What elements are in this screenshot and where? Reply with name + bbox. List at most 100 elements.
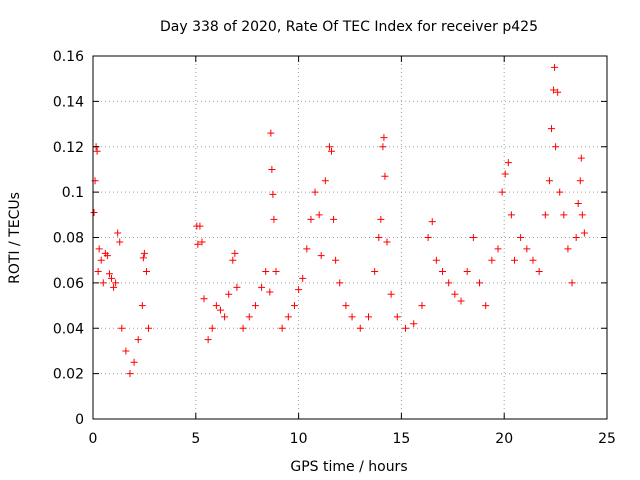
- data-point: [194, 240, 202, 248]
- data-point: [547, 125, 555, 133]
- data-point: [325, 143, 333, 151]
- data-point: [315, 211, 323, 219]
- data-point: [139, 254, 147, 262]
- data-point: [266, 288, 274, 296]
- data-point: [251, 302, 259, 310]
- data-point: [432, 256, 440, 264]
- data-point: [284, 313, 292, 321]
- data-point: [342, 302, 350, 310]
- data-point: [330, 215, 338, 223]
- data-point: [564, 245, 572, 253]
- x-axis-label: GPS time / hours: [290, 459, 407, 475]
- data-point: [387, 290, 395, 298]
- data-point: [231, 249, 239, 257]
- data-point: [568, 279, 576, 287]
- data-point: [379, 143, 387, 151]
- data-point: [377, 215, 385, 223]
- data-point: [138, 302, 146, 310]
- data-point: [577, 154, 585, 162]
- data-point: [221, 313, 229, 321]
- data-point: [307, 215, 315, 223]
- data-point: [327, 147, 335, 155]
- data-point: [482, 302, 490, 310]
- data-point: [198, 238, 206, 246]
- data-point: [90, 209, 98, 217]
- data-point: [97, 256, 105, 264]
- data-point: [258, 283, 266, 291]
- data-point: [278, 324, 286, 332]
- data-point: [523, 245, 531, 253]
- data-point: [494, 245, 502, 253]
- data-point: [229, 256, 237, 264]
- y-tick-label: 0.1: [62, 185, 84, 201]
- data-point: [529, 256, 537, 264]
- data-point: [365, 313, 373, 321]
- data-point: [290, 302, 298, 310]
- data-point: [233, 283, 241, 291]
- data-point: [108, 274, 116, 282]
- data-point: [336, 279, 344, 287]
- data-point: [267, 129, 275, 137]
- x-tick-label: 15: [392, 431, 410, 447]
- data-point: [114, 229, 122, 237]
- data-point: [332, 256, 340, 264]
- data-point: [134, 336, 142, 344]
- data-point: [498, 188, 506, 196]
- data-point: [110, 283, 118, 291]
- data-point: [469, 234, 477, 241]
- data-point: [424, 234, 432, 241]
- data-point: [269, 190, 277, 198]
- x-tick-label: 20: [495, 431, 513, 447]
- data-point: [321, 177, 329, 185]
- data-point: [576, 177, 584, 185]
- data-point: [348, 313, 356, 321]
- data-point: [245, 313, 253, 321]
- data-point: [560, 211, 568, 219]
- data-point: [541, 211, 549, 219]
- data-point: [476, 279, 484, 287]
- data-point: [572, 234, 580, 241]
- data-point: [116, 238, 124, 246]
- x-tick-label: 10: [290, 431, 308, 447]
- data-point: [112, 279, 120, 287]
- data-point: [95, 245, 103, 253]
- data-point: [410, 320, 418, 328]
- tick-labels: 0 5 10 15 20 25 0 0.02 0.04 0.06 0.08 0.1 0.12 0.14 0.…: [53, 49, 616, 447]
- data-point: [145, 324, 153, 332]
- chart-title: Day 338 of 2020, Rate Of TEC Index for r…: [160, 19, 538, 35]
- data-point: [118, 324, 126, 332]
- y-tick-label: 0.06: [53, 276, 84, 292]
- data-point: [507, 211, 515, 219]
- data-point: [510, 256, 518, 264]
- data-point: [299, 274, 307, 282]
- data-point: [383, 238, 391, 246]
- y-tick-label: 0.02: [53, 367, 84, 383]
- data-point: [545, 177, 553, 185]
- x-tick-label: 5: [191, 431, 200, 447]
- grid: [93, 56, 607, 419]
- data-point: [551, 63, 559, 71]
- data-point: [208, 324, 216, 332]
- data-point: [216, 306, 224, 314]
- y-tick-label: 0.14: [53, 94, 84, 110]
- data-point: [463, 268, 471, 276]
- y-tick-label: 0.08: [53, 231, 84, 247]
- data-point: [239, 324, 247, 332]
- data-point: [317, 252, 325, 260]
- data-point: [94, 268, 102, 276]
- data-point: [402, 324, 410, 332]
- axis-ticks: [92, 55, 608, 420]
- data-point: [105, 270, 113, 278]
- data-point: [311, 188, 319, 196]
- data-point: [212, 302, 220, 310]
- data-point: [268, 165, 276, 173]
- data-point: [140, 249, 148, 257]
- data-point: [428, 218, 436, 226]
- data-point: [554, 88, 562, 96]
- y-tick-label: 0: [75, 412, 84, 428]
- data-point: [393, 313, 401, 321]
- data-point: [122, 347, 130, 355]
- data-point: [371, 268, 379, 276]
- y-tick-label: 0.16: [53, 49, 84, 65]
